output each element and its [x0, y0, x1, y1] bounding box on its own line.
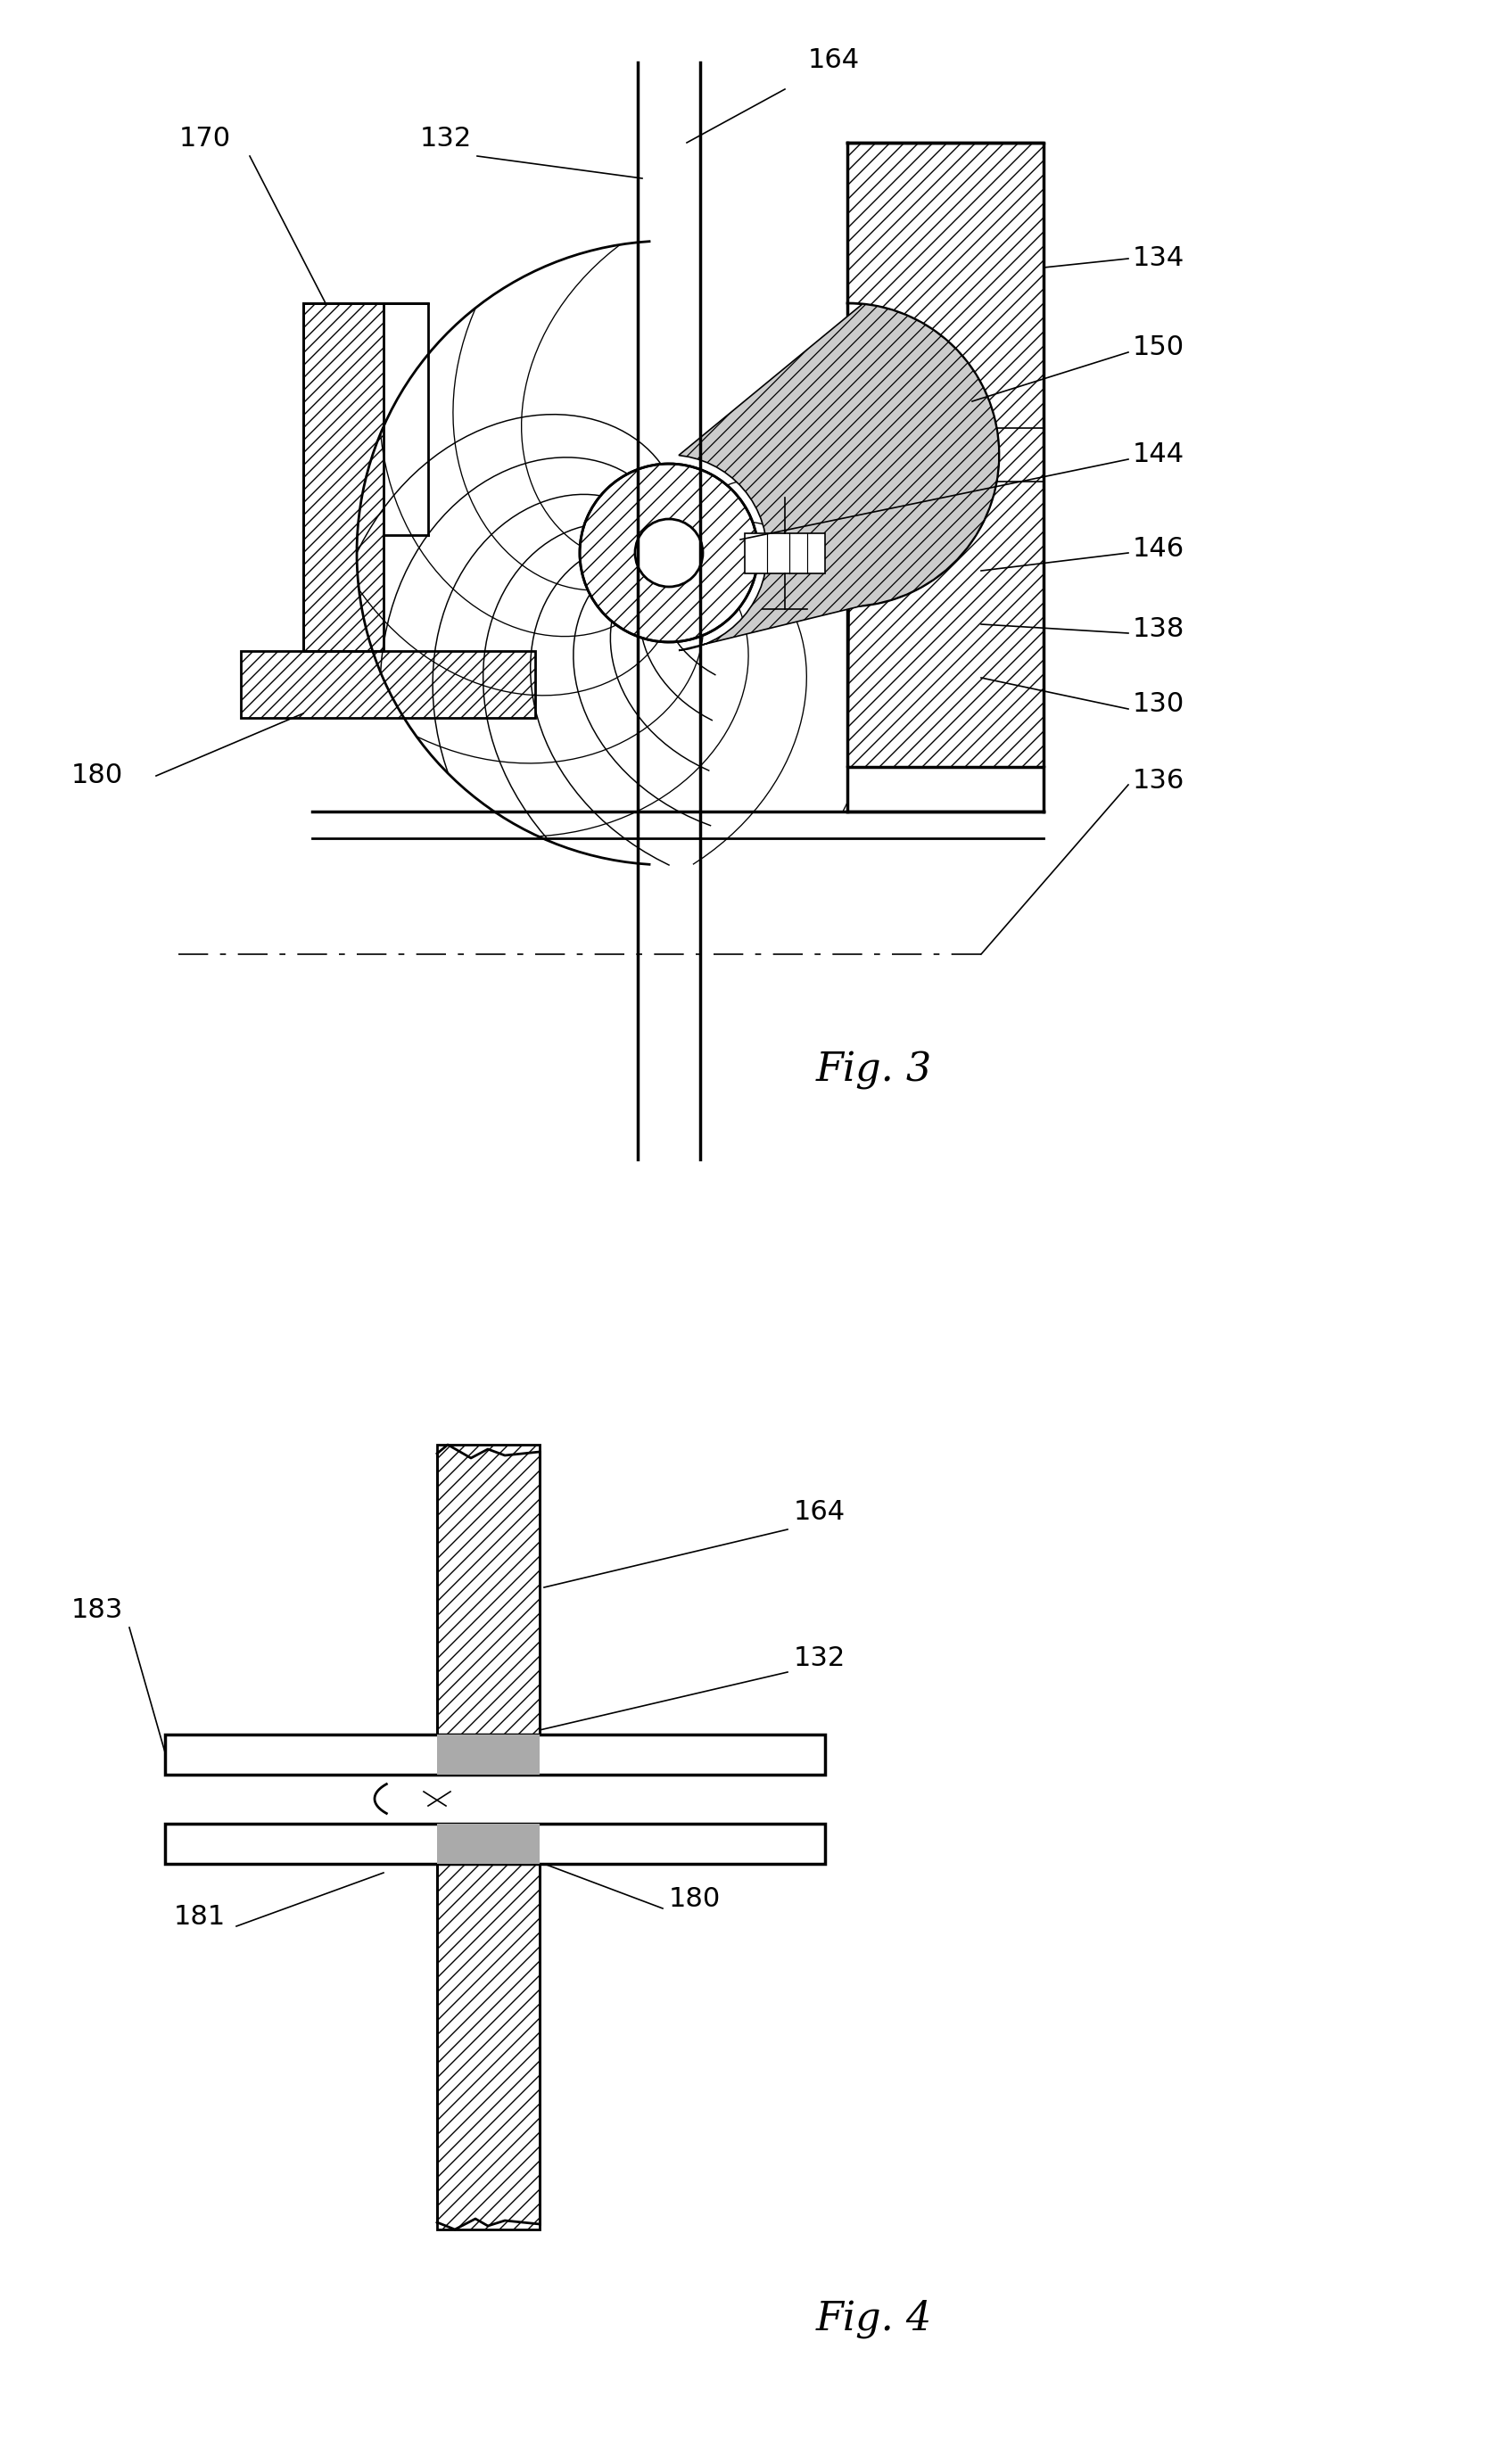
Bar: [240, 650, 535, 717]
Bar: [745, 532, 825, 574]
Text: 181: 181: [174, 1905, 225, 1929]
Text: 132: 132: [421, 126, 472, 150]
Text: 150: 150: [1133, 335, 1185, 360]
Text: 164: 164: [808, 47, 859, 74]
Bar: [165, 1735, 825, 1774]
Bar: [437, 1863, 539, 2230]
Text: 180: 180: [72, 764, 123, 788]
Bar: [437, 1444, 539, 1735]
Text: 136: 136: [1133, 766, 1185, 793]
Text: 132: 132: [795, 1646, 846, 1671]
Circle shape: [635, 520, 703, 586]
Bar: [847, 143, 1044, 766]
Text: 146: 146: [1133, 535, 1185, 562]
Polygon shape: [679, 303, 999, 650]
Bar: [437, 1735, 539, 1774]
Bar: [165, 1823, 825, 1863]
Text: 130: 130: [1133, 692, 1185, 717]
Polygon shape: [847, 303, 999, 606]
Text: 164: 164: [795, 1498, 846, 1525]
Bar: [437, 1823, 539, 1863]
Text: 170: 170: [179, 126, 231, 150]
Text: 134: 134: [1133, 246, 1185, 271]
Text: 144: 144: [1133, 441, 1185, 468]
Text: Fig. 3: Fig. 3: [816, 1050, 933, 1089]
Circle shape: [580, 463, 759, 643]
Bar: [303, 303, 383, 650]
Text: 138: 138: [1133, 616, 1185, 641]
Text: Fig. 4: Fig. 4: [816, 2299, 933, 2338]
Text: 180: 180: [668, 1887, 721, 1912]
Text: 183: 183: [72, 1597, 123, 1624]
